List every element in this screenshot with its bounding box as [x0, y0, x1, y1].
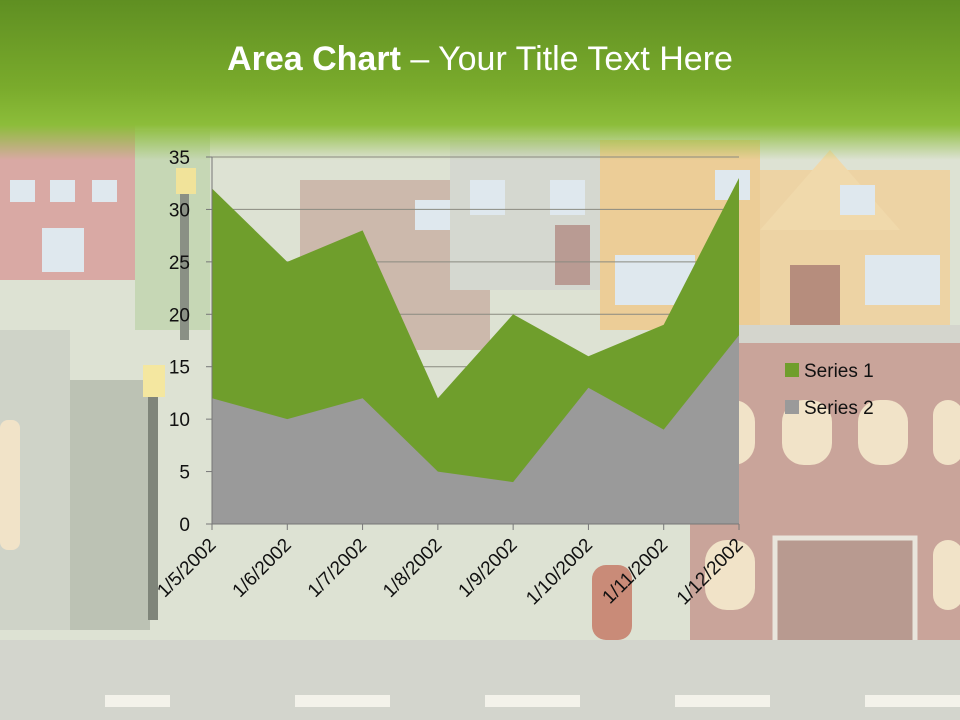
legend-swatch: [785, 363, 799, 377]
x-tick-label: 1/7/2002: [304, 535, 371, 602]
x-tick-label: 1/12/2002: [673, 535, 748, 610]
legend-swatch: [785, 400, 799, 414]
y-tick-label: 5: [179, 463, 190, 484]
y-tick-label: 20: [169, 305, 190, 326]
slide-title: Area Chart – Your Title Text Here: [0, 40, 960, 79]
plot-areas: [212, 178, 739, 524]
legend-label: Series 1: [804, 361, 874, 382]
y-tick-label: 25: [169, 253, 190, 274]
x-tick-label: 1/11/2002: [599, 535, 673, 609]
slide-title-rest: – Your Title Text Here: [400, 40, 733, 78]
title-bar: [0, 0, 960, 160]
x-tick-label: 1/10/2002: [522, 535, 597, 610]
x-tick-label: 1/8/2002: [379, 535, 446, 602]
x-tick-label: 1/6/2002: [229, 535, 296, 602]
x-tick-label: 1/9/2002: [455, 535, 522, 602]
legend-label: Series 2: [804, 398, 874, 419]
slide-title-bold: Area Chart: [227, 40, 401, 78]
y-tick-label: 35: [169, 148, 190, 169]
y-tick-label: 10: [169, 410, 190, 431]
y-tick-label: 30: [169, 200, 190, 221]
y-tick-label: 15: [169, 358, 190, 379]
x-tick-label: 1/5/2002: [153, 535, 220, 602]
legend: Series 1 Series 2: [785, 361, 874, 419]
legend-item-series-2: Series 2: [785, 398, 874, 419]
legend-item-series-1: Series 1: [785, 361, 874, 382]
area-series-2: [212, 335, 739, 524]
y-tick-label: 0: [179, 515, 190, 536]
